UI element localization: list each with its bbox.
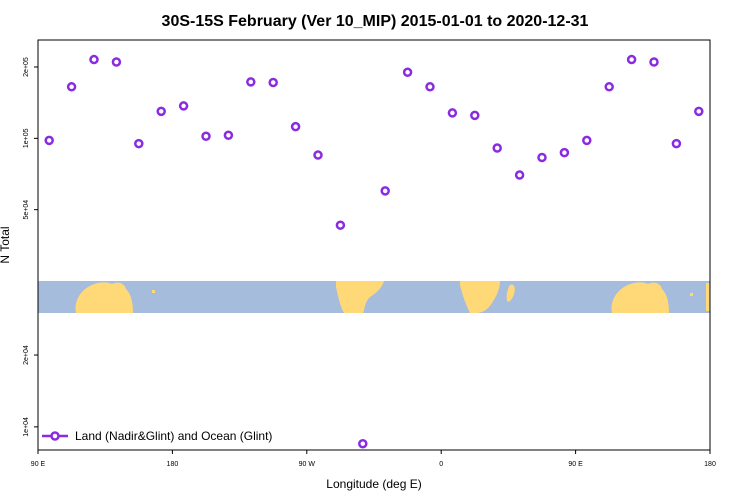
data-point	[111, 57, 122, 67]
data-point	[335, 220, 346, 230]
data-point	[626, 54, 637, 65]
data-point	[582, 135, 592, 146]
x-tick-label: 180	[704, 461, 716, 468]
data-point	[44, 135, 54, 146]
data-point	[604, 82, 614, 92]
data-point	[290, 121, 301, 132]
madagascar-landmass	[506, 284, 515, 302]
data-point	[178, 101, 189, 111]
y-axis-label: N Total	[0, 226, 12, 263]
data-point	[425, 82, 435, 92]
y-tick-label: 5e+04	[23, 200, 30, 220]
data-point	[268, 77, 278, 88]
island	[152, 290, 155, 293]
data-point	[246, 77, 256, 87]
y-tick-label: 2e+04	[23, 345, 30, 365]
legend-marker	[50, 431, 60, 441]
y-tick-label: 1e+04	[23, 417, 30, 437]
data-point	[492, 143, 502, 153]
data-point	[358, 438, 368, 449]
data-point	[66, 82, 77, 92]
legend-label: Land (Nadir&Glint) and Ocean (Glint)	[75, 429, 272, 443]
data-point	[537, 152, 547, 163]
data-point	[313, 150, 323, 160]
y-tick-label: 2e+05	[23, 57, 30, 77]
x-tick-label: 180	[167, 461, 179, 468]
plot-area: 90 E 180 90 W 0 90 E 180 2e+05 1e+05 5e+04 2e+04 1…	[23, 39, 716, 468]
data-point	[694, 106, 704, 117]
world-map-strip	[38, 281, 710, 313]
data-point	[649, 57, 659, 67]
plot-frame	[37, 39, 711, 451]
australia-landmass-repeat	[611, 282, 669, 313]
data-point	[134, 138, 144, 149]
data-point	[156, 106, 166, 117]
data-point	[89, 54, 99, 65]
data-point	[559, 147, 570, 158]
x-tick-label: 90 W	[299, 461, 316, 468]
chart-title: 30S-15S February (Ver 10_MIP) 2015-01-01…	[162, 13, 589, 30]
axis-ticks: 90 E 180 90 W 0 90 E 180 2e+05 1e+05 5e+04 2e+04 1…	[23, 57, 716, 468]
data-point	[380, 186, 390, 196]
data-point	[514, 170, 525, 180]
africa-landmass	[460, 281, 500, 313]
australia-landmass	[75, 282, 133, 313]
x-tick-label: 90 E	[568, 461, 583, 468]
island	[690, 293, 693, 296]
data-point	[201, 131, 211, 142]
data-point	[223, 130, 234, 141]
legend: Land (Nadir&Glint) and Ocean (Glint)	[42, 429, 272, 443]
data-point	[671, 138, 682, 149]
x-tick-label: 0	[439, 461, 443, 468]
x-axis-label: Longitude (deg E)	[326, 477, 421, 491]
island	[706, 283, 710, 311]
y-tick-label: 1e+05	[23, 128, 30, 148]
data-point	[402, 67, 413, 78]
data-point	[470, 110, 480, 121]
south-america-landmass	[336, 281, 384, 313]
x-tick-label: 90 E	[31, 461, 46, 468]
data-points	[44, 54, 704, 449]
data-point	[447, 108, 458, 118]
